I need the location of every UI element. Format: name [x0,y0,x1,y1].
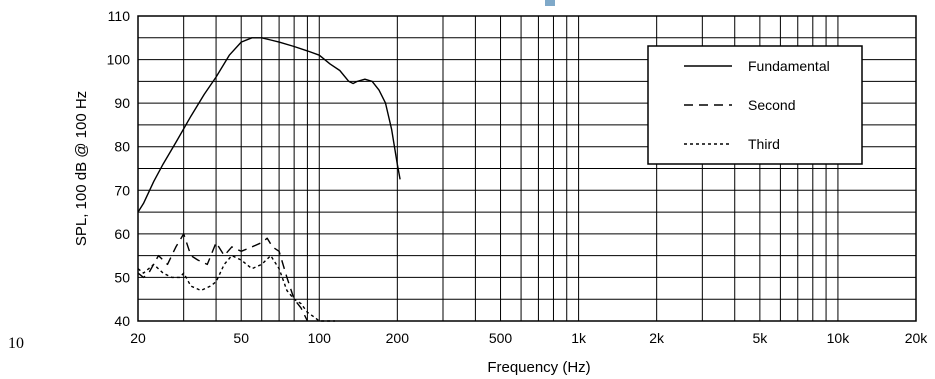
y-tick-label: 100 [107,52,131,68]
y-tick-label: 70 [114,182,130,198]
cropped-title-fragment [545,0,555,6]
y-tick-label: 40 [114,313,130,329]
y-tick-label: 90 [114,95,130,111]
y-tick-label: 110 [108,8,131,24]
x-tick-label: 1k [571,330,587,346]
x-tick-label: 500 [489,330,513,346]
series-line-fundamental [137,37,401,213]
legend-box [647,45,863,165]
legend-label: Fundamental [748,58,830,74]
y-axis-title: SPL, 100 dB @ 100 Hz [73,91,90,246]
tick-labels: 40 50 60 70 80 90 100 110 20 50 100 200 500 1k 2k 5k 10k… [107,8,929,346]
x-tick-label: 5k [752,330,768,346]
legend-label: Second [748,97,795,113]
y-tick-label: 60 [114,226,130,242]
x-tick-label: 100 [308,330,332,346]
series-line-third [137,254,335,322]
x-tick-label: 2k [649,330,665,346]
legend-label: Third [748,136,780,152]
x-tick-label: 50 [233,330,249,346]
x-tick-label: 200 [386,330,410,346]
x-tick-label: 20 [130,330,146,346]
plot-frame [137,15,917,322]
y-tick-label: 50 [114,269,130,285]
y-tick-label: 80 [114,139,130,155]
legend: Fundamental Second Third [647,45,863,165]
x-tick-label: 20k [905,330,929,346]
stray-tick-label: 10 [8,335,24,352]
x-tick-label: 10k [827,330,851,346]
series-layer [137,37,401,322]
x-axis-title: Frequency (Hz) [487,359,590,376]
